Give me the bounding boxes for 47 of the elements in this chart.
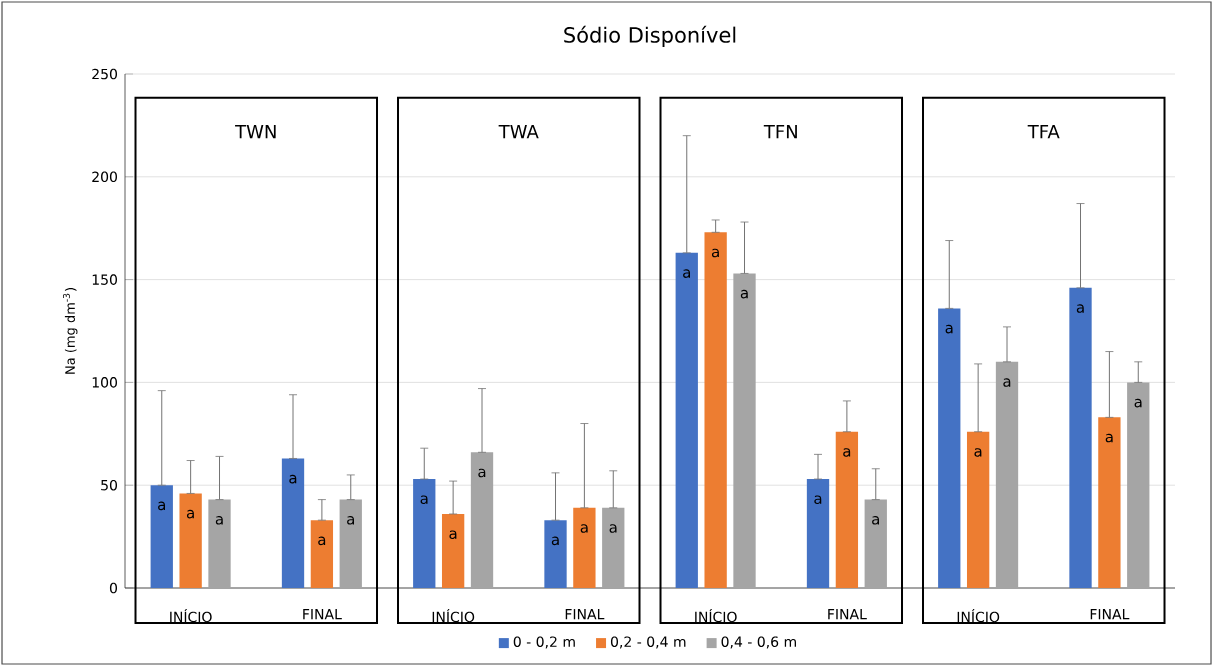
data-label: a: [711, 248, 719, 258]
legend-label: 0,4 - 0,6 m: [721, 636, 796, 649]
y-axis-title: Na (mg dm$^{-3}$): [63, 288, 78, 374]
x-tick-label: FINAL: [828, 609, 867, 620]
data-label: a: [420, 495, 428, 505]
annotation: TFA: [1027, 125, 1060, 139]
y-tick-label: 50: [101, 479, 117, 491]
legend-label: 0,2 - 0,4 m: [610, 636, 686, 649]
y-tick-label: 100: [92, 377, 117, 388]
x-tick-label: INÍCIO: [170, 609, 212, 623]
data-label: a: [974, 448, 982, 457]
data-label: a: [740, 289, 748, 299]
annotation: TWA: [498, 125, 539, 139]
annotation: TWN: [235, 125, 276, 139]
data-label: a: [1003, 378, 1011, 387]
data-label: a: [1076, 304, 1084, 313]
data-label: a: [683, 269, 691, 278]
annotation: TFN: [763, 125, 797, 139]
data-label: a: [318, 536, 326, 546]
data-label: a: [347, 515, 355, 525]
data-label: a: [872, 515, 880, 525]
y-tick-label: 0: [109, 582, 117, 594]
data-label: a: [1134, 398, 1142, 408]
data-label: a: [1105, 433, 1113, 443]
data-label: a: [158, 501, 166, 511]
x-tick-label: FINAL: [303, 609, 342, 620]
data-label: a: [609, 524, 617, 533]
data-label: a: [215, 515, 223, 525]
y-tick-label: 250: [92, 68, 117, 80]
x-tick-label: FINAL: [565, 609, 605, 620]
data-label: a: [449, 530, 457, 540]
x-tick-label: INÍCIO: [695, 609, 737, 623]
x-tick-label: FINAL: [1090, 609, 1130, 620]
data-label: a: [814, 495, 822, 505]
x-tick-label: INÍCIO: [957, 609, 1000, 623]
y-tick-label: 150: [92, 274, 117, 285]
data-label: a: [843, 448, 851, 457]
legend-label: 0 - 0,2 m: [513, 636, 575, 649]
data-label: a: [289, 474, 297, 484]
chart-title: Sódio Disponível: [564, 25, 736, 47]
data-label: a: [580, 524, 588, 533]
data-label: a: [478, 468, 486, 478]
data-label: a: [945, 324, 953, 334]
data-label: a: [551, 536, 559, 546]
data-label: a: [186, 509, 194, 519]
x-tick-label: INÍCIO: [432, 609, 475, 623]
y-tick-label: 200: [92, 171, 117, 183]
